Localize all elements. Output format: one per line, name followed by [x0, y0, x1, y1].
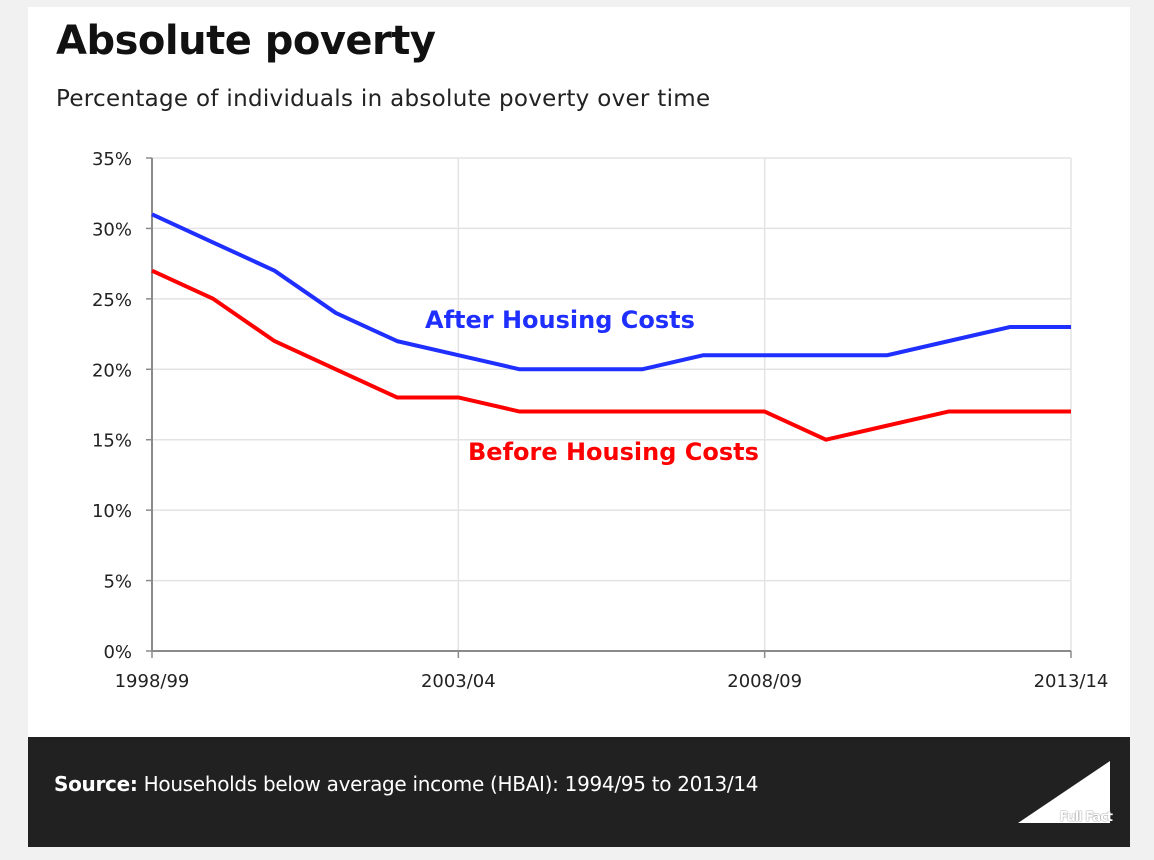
grid-lines	[152, 157, 1072, 651]
series-line-before-housing-costs	[151, 268, 1071, 442]
source-footer: Source: Households below average income …	[28, 737, 1130, 847]
line-chart: 0% 5% 10% 15% 20% 25% 30% 35% 1998/99 2003/04 200…	[92, 149, 1109, 692]
source-label: Source:	[54, 772, 138, 796]
series-lines	[151, 212, 1071, 442]
y-tick-label: 30%	[92, 219, 132, 240]
series-line-after-housing-costs	[151, 212, 1071, 372]
source-text: Households below average income (HBAI): …	[143, 772, 759, 796]
y-tick-label: 15%	[92, 431, 132, 452]
x-tick-label: 1998/99	[115, 671, 190, 692]
series-annotations: After Housing Costs Before Housing Costs	[425, 306, 759, 466]
chart-card	[28, 7, 1130, 737]
annotation-after-housing-costs: After Housing Costs	[425, 306, 695, 334]
x-tick-label: 2013/14	[1034, 671, 1109, 692]
x-tick-label: 2003/04	[421, 671, 496, 692]
triangle-logo-icon	[1018, 761, 1110, 823]
y-tick-label: 25%	[92, 290, 132, 311]
y-tick-label: 5%	[103, 572, 132, 593]
y-tick-label: 35%	[92, 149, 132, 170]
source-note: Source: Households below average income …	[54, 772, 759, 796]
full-fact-logo: Full Fact	[1016, 759, 1113, 825]
logo-text: Full Fact	[1059, 810, 1113, 825]
annotation-before-housing-costs: Before Housing Costs	[468, 438, 759, 466]
y-tick-label: 10%	[92, 501, 132, 522]
y-tick-label: 20%	[92, 360, 132, 381]
chart-subtitle: Percentage of individuals in absolute po…	[56, 86, 711, 112]
chart-title: Absolute poverty	[56, 18, 436, 64]
axes	[146, 157, 1072, 658]
x-axis-tick-labels: 1998/99 2003/04 2008/09 2013/14	[115, 671, 1109, 692]
x-tick-label: 2008/09	[727, 671, 802, 692]
y-tick-label: 0%	[103, 642, 132, 663]
y-axis-tick-labels: 0% 5% 10% 15% 20% 25% 30% 35%	[92, 149, 132, 663]
